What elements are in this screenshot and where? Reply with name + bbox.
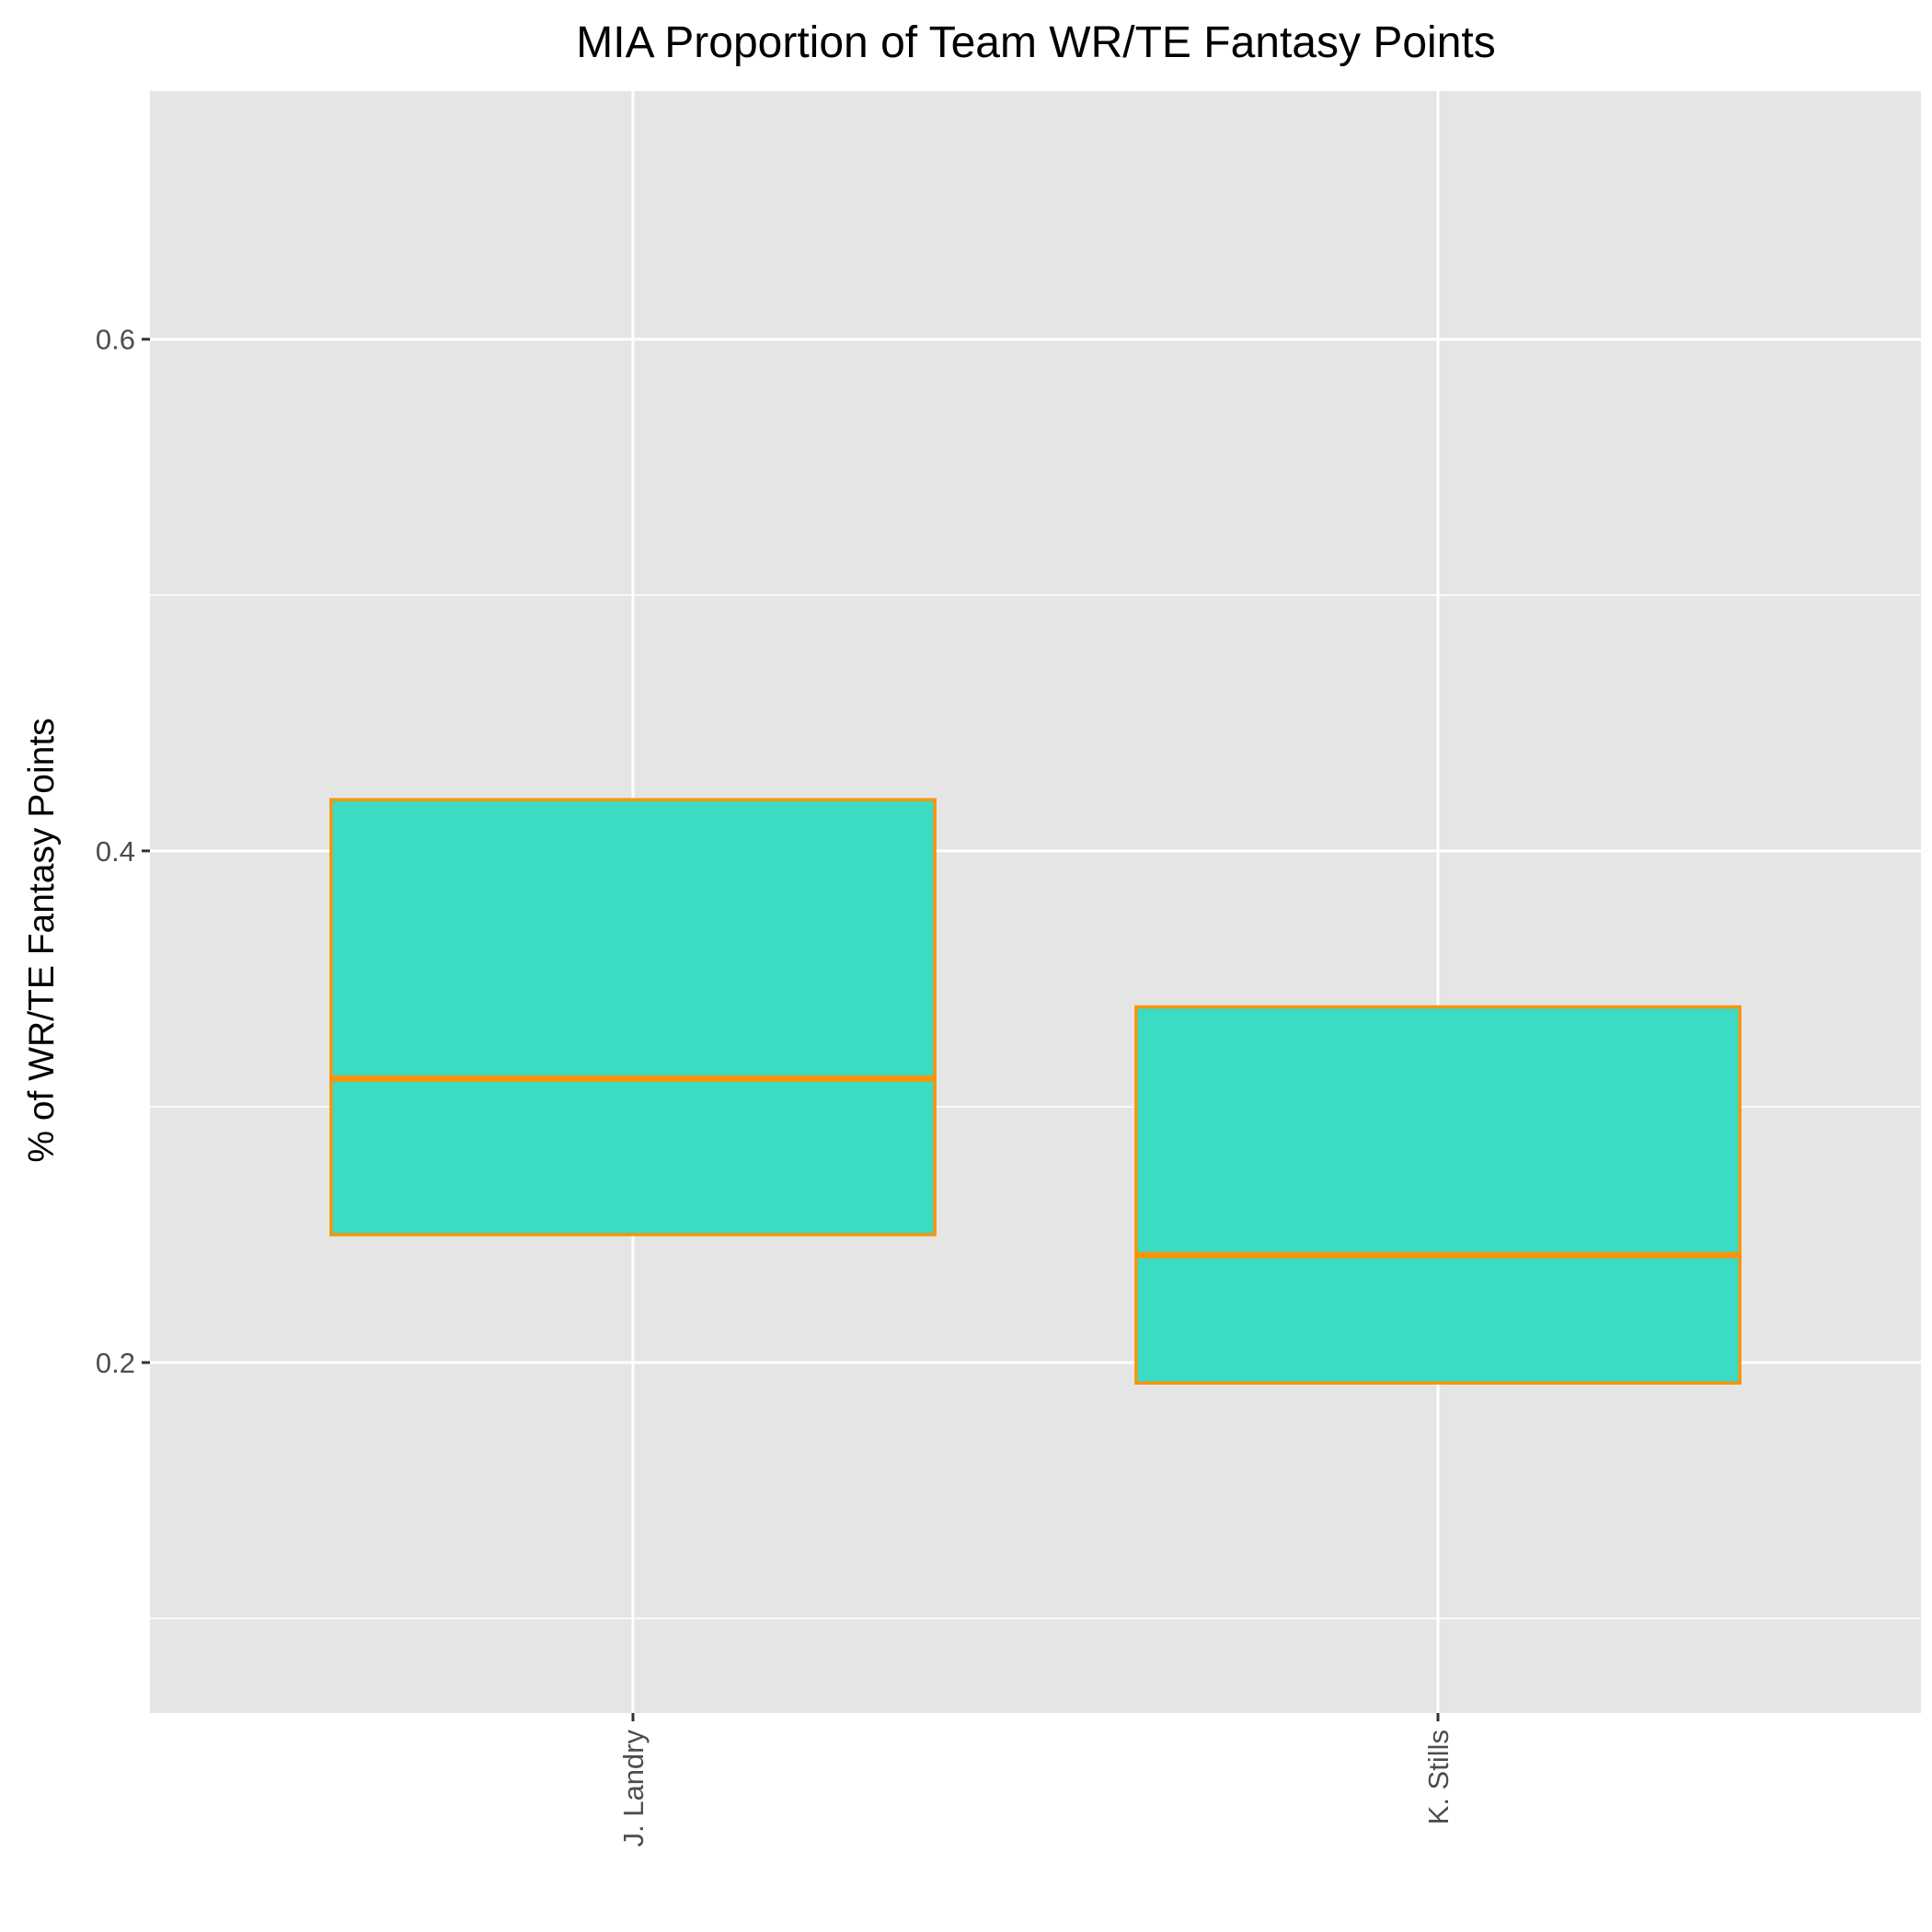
box-j-landry xyxy=(329,798,937,1236)
y-tick-label: 0.2 xyxy=(96,1347,135,1379)
y-tick-label: 0.4 xyxy=(96,835,135,868)
boxes xyxy=(329,798,1742,1386)
major-gridlines xyxy=(150,91,1921,1713)
box-k-stills xyxy=(1134,1005,1742,1386)
x-tick-label: K. Stills xyxy=(1422,1730,1455,1824)
y-axis-title: % of WR/TE Fantasy Points xyxy=(22,718,62,1162)
y-tick-label: 0.6 xyxy=(96,324,135,356)
x-tick-label: J. Landry xyxy=(617,1730,650,1847)
chart-title: MIA Proportion of Team WR/TE Fantasy Poi… xyxy=(576,18,1496,67)
x-axis: J. Landry K. Stills xyxy=(617,1713,1455,1847)
y-axis: 0.2 0.4 0.6 xyxy=(96,324,150,1379)
